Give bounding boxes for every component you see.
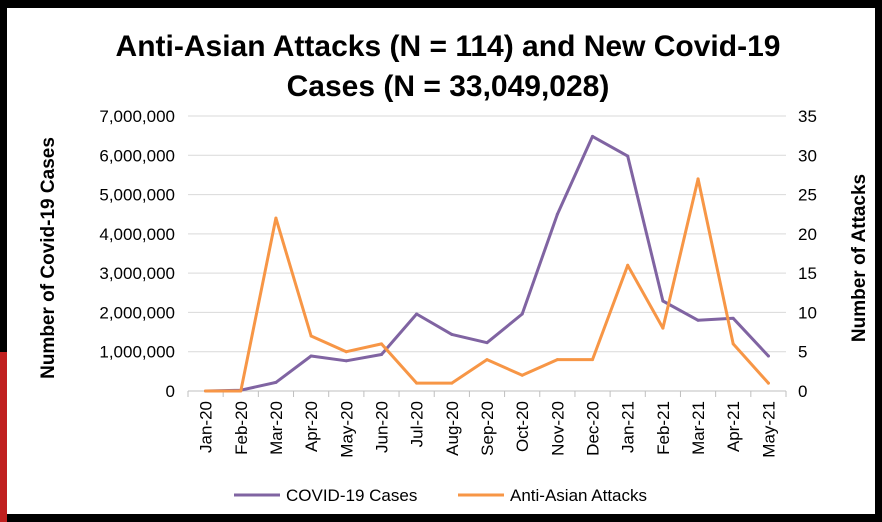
x-tick-label: Nov-20	[548, 401, 567, 456]
left-tick-label: 1,000,000	[99, 343, 175, 362]
left-axis-ticks: 0 1,000,000 2,000,000 3,000,000 4,000,000 5,0…	[99, 107, 175, 401]
data-point-covid	[415, 312, 419, 316]
left-tick-label: 5,000,000	[99, 186, 175, 205]
data-point-attacks	[661, 326, 665, 330]
data-point-attacks	[450, 381, 454, 385]
data-point-covid	[485, 341, 489, 345]
data-point-covid	[379, 352, 383, 356]
right-tick-label: 30	[798, 146, 817, 165]
data-point-covid	[696, 318, 700, 322]
data-point-covid	[661, 299, 665, 303]
axes	[187, 390, 787, 397]
x-tick-label: Feb-21	[654, 401, 673, 455]
chart-svg: Anti-Asian Attacks (N = 114) and New Cov…	[38, 30, 870, 505]
x-tick-label: Sep-20	[478, 401, 497, 456]
legend-label-attacks: Anti-Asian Attacks	[510, 486, 647, 505]
chart-panel: Anti-Asian Attacks (N = 114) and New Cov…	[7, 8, 875, 514]
data-point-attacks	[344, 350, 348, 354]
chart-title-line-2: Cases (N = 33,049,028)	[287, 70, 610, 103]
data-point-attacks	[520, 373, 524, 377]
x-tick-label: Jul-20	[408, 401, 427, 447]
x-tick-label: May-21	[759, 401, 778, 458]
x-tick-label: Jan-21	[619, 401, 638, 453]
data-point-covid	[555, 212, 559, 216]
data-point-attacks	[309, 334, 313, 338]
left-tick-label: 6,000,000	[99, 146, 175, 165]
x-tick-label: Feb-20	[232, 401, 251, 455]
data-point-attacks	[626, 263, 630, 267]
right-tick-label: 10	[798, 303, 817, 322]
x-tick-label: Dec-20	[584, 401, 603, 456]
data-point-attacks	[204, 389, 208, 393]
data-point-covid	[450, 332, 454, 336]
left-tick-label: 2,000,000	[99, 303, 175, 322]
data-point-attacks	[766, 381, 770, 385]
data-point-covid	[344, 359, 348, 363]
left-tick-label: 3,000,000	[99, 264, 175, 283]
right-axis-title: Number of Attacks	[849, 174, 870, 342]
right-tick-label: 15	[798, 264, 817, 283]
data-point-attacks	[415, 381, 419, 385]
x-tick-label: Apr-21	[724, 401, 743, 452]
data-point-covid	[626, 154, 630, 158]
x-tick-label: Jun-20	[372, 401, 391, 453]
right-tick-label: 35	[798, 107, 817, 126]
x-tick-label: Aug-20	[443, 401, 462, 456]
left-axis-title: Number of Covid-19 Cases	[38, 137, 59, 379]
data-point-attacks	[485, 358, 489, 362]
right-tick-label: 25	[798, 186, 817, 205]
data-point-attacks	[379, 342, 383, 346]
data-point-attacks	[696, 177, 700, 181]
left-tick-label: 4,000,000	[99, 225, 175, 244]
right-tick-label: 20	[798, 225, 817, 244]
right-tick-label: 5	[798, 343, 807, 362]
x-tick-label: Mar-21	[689, 401, 708, 455]
x-tick-label: Apr-20	[302, 401, 321, 452]
x-tick-label: Oct-20	[513, 401, 532, 452]
data-point-covid	[766, 354, 770, 358]
legend: COVID-19 Cases Anti-Asian Attacks	[234, 486, 647, 505]
left-tick-label: 7,000,000	[99, 107, 175, 126]
x-tick-label: May-20	[337, 401, 356, 458]
data-point-attacks	[731, 342, 735, 346]
data-point-attacks	[274, 216, 278, 220]
series-lines	[204, 134, 770, 393]
left-tick-label: 0	[166, 382, 175, 401]
right-tick-label: 0	[798, 382, 807, 401]
chart-title-line-1: Anti-Asian Attacks (N = 114) and New Cov…	[116, 30, 781, 63]
x-tick-label: Mar-20	[267, 401, 286, 455]
data-point-attacks	[239, 389, 243, 393]
data-point-covid	[274, 380, 278, 384]
data-point-covid	[309, 354, 313, 358]
x-tick-label: Jan-20	[197, 401, 216, 453]
data-point-covid	[731, 316, 735, 320]
right-axis-ticks: 0 5 10 15 20 25 30 35	[798, 107, 817, 401]
data-point-attacks	[591, 358, 595, 362]
data-point-covid	[520, 312, 524, 316]
x-axis-ticks: Jan-20 Feb-20 Mar-20 Apr-20 May-20 Jun-20 Jul-…	[197, 401, 779, 458]
legend-label-covid: COVID-19 Cases	[286, 486, 417, 505]
data-point-covid	[591, 134, 595, 138]
red-edge-strip	[0, 352, 7, 522]
gridlines	[188, 115, 786, 353]
data-point-attacks	[555, 358, 559, 362]
